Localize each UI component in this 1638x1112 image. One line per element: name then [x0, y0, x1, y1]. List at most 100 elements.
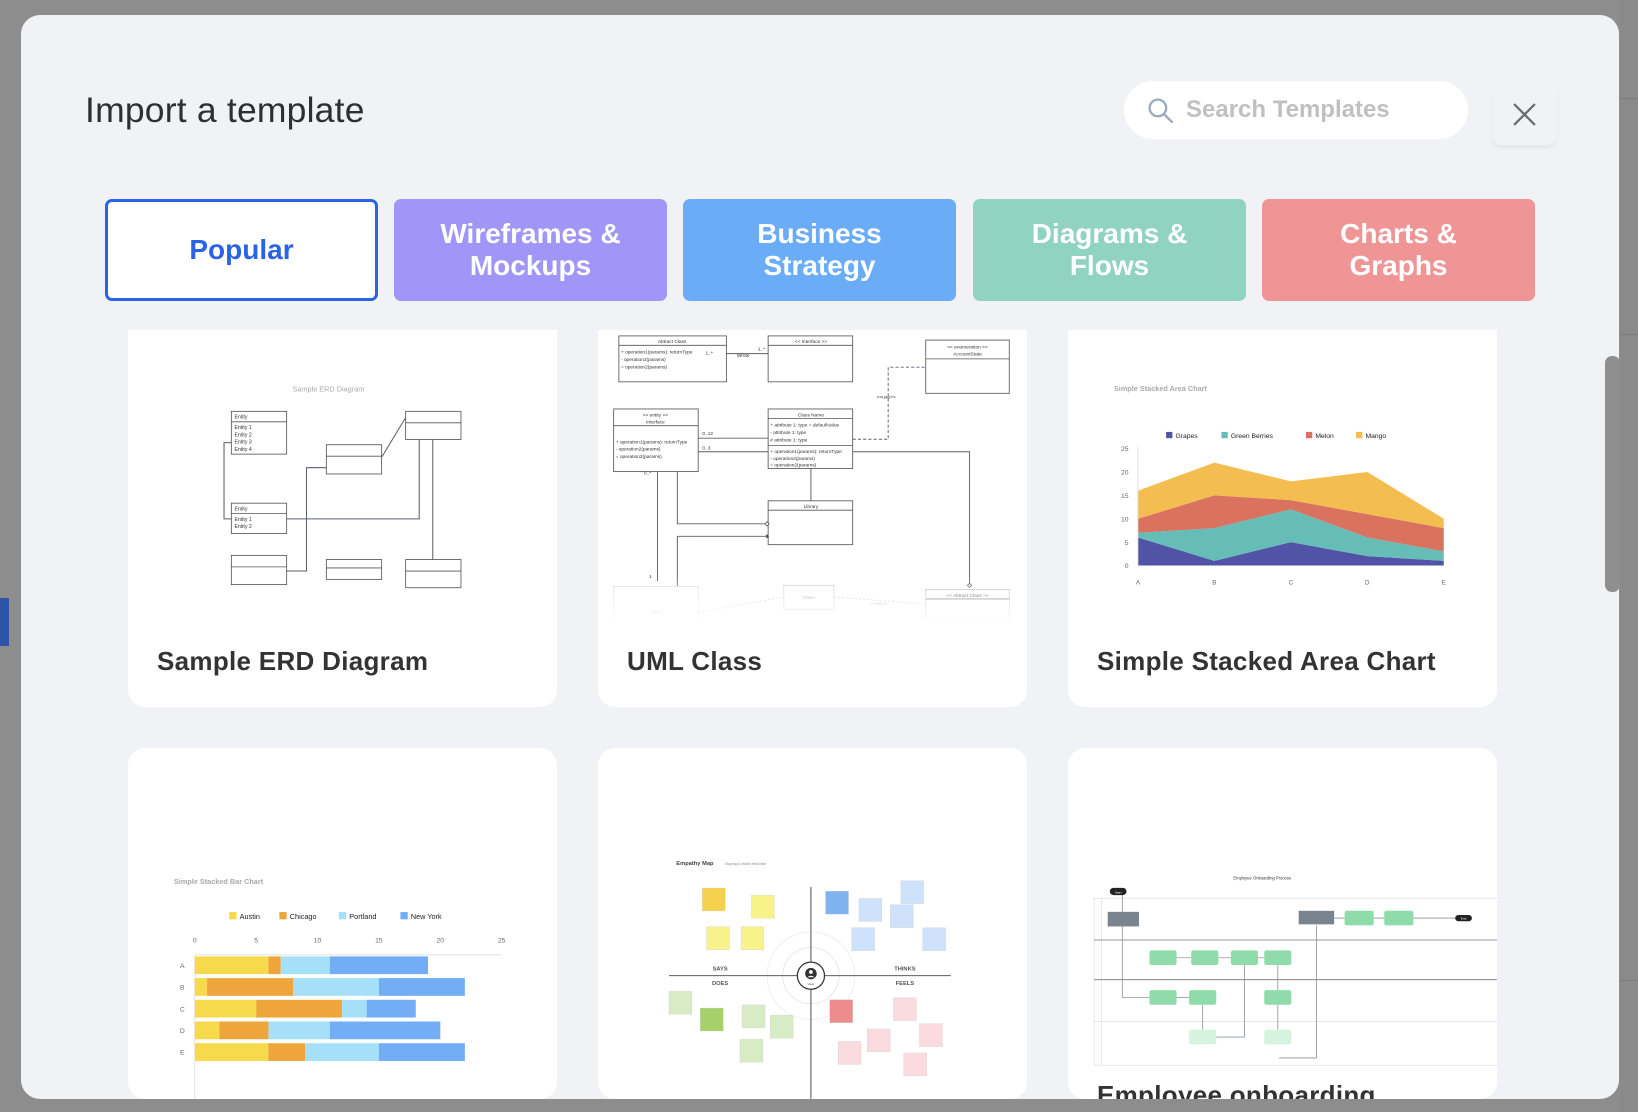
erd-text: Entity 2	[234, 524, 251, 530]
uml-text: - operation2(params)	[621, 357, 666, 363]
template-title: Simple Stacked Area Chart	[1097, 646, 1436, 676]
tab-diagrams-flows[interactable]: Diagrams & Flows	[973, 199, 1246, 301]
legend-label: Melon	[1315, 433, 1334, 440]
user-icon	[805, 967, 817, 980]
legend-label: Green Berries	[1231, 433, 1274, 440]
search-input[interactable]	[1184, 95, 1438, 125]
scrollbar-thumb[interactable]	[1605, 356, 1619, 592]
bar-segment-portland	[280, 956, 330, 975]
area-series-melon	[1137, 495, 1444, 552]
x-tick-label: 5	[254, 937, 258, 944]
area-series-green-berries	[1137, 509, 1444, 561]
uml-text: 1..*	[706, 351, 713, 357]
template-card-empathy-map[interactable]: Empathy Map Buying a child's first bike …	[598, 748, 1027, 1099]
erd-entity-box	[230, 410, 288, 455]
tab-label: Business Strategy	[757, 218, 882, 281]
template-title: Employee onboarding	[1097, 1080, 1376, 1099]
erd-entity-box	[325, 444, 383, 475]
end-label: End	[1461, 917, 1467, 921]
y-tick-label: E	[180, 1050, 185, 1057]
tab-business-strategy[interactable]: Business Strategy	[683, 199, 956, 301]
tab-wireframes-mockups[interactable]: Wireframes & Mockups	[394, 199, 667, 301]
uml-text: AccountState	[953, 352, 982, 358]
tab-charts-graphs[interactable]: Charts & Graphs	[1262, 199, 1535, 301]
uml-text: Library	[804, 504, 819, 510]
tab-popular[interactable]: Popular	[105, 199, 378, 301]
sticky-note	[740, 926, 765, 950]
bar-segment-portland	[342, 999, 367, 1018]
search-box[interactable]	[1124, 81, 1468, 139]
bar-segment-new-york	[366, 999, 416, 1018]
bar-segment-new-york	[329, 956, 429, 975]
x-tick-label: 15	[375, 937, 383, 944]
close-button[interactable]	[1492, 84, 1557, 145]
uml-text: << Interface >>	[795, 339, 828, 345]
sticky-note	[837, 1041, 862, 1065]
flow-step	[1344, 910, 1374, 926]
template-card-stacked-bar[interactable]: Simple Stacked Bar Chart Austin Chicago Po…	[128, 748, 557, 1099]
y-tick-label: 5	[1125, 540, 1129, 547]
sticky-note	[903, 1052, 927, 1077]
template-card-employee-onboarding[interactable]: Employee Onboarding Process Start End	[1068, 748, 1497, 1099]
bar-segment-chicago	[207, 978, 294, 996]
uml-text: Wrote	[737, 353, 750, 359]
bar-segment-chicago	[268, 1043, 306, 1061]
area-series-grapes	[1137, 537, 1444, 566]
y-tick-label: 0	[1125, 563, 1129, 570]
uml-class-box	[618, 335, 727, 383]
y-tick-label: D	[180, 1028, 185, 1035]
sticky-note	[741, 1004, 766, 1029]
flow-step	[1107, 911, 1140, 927]
legend-label: New York	[411, 912, 442, 921]
y-tick-label: C	[180, 1006, 185, 1013]
close-icon	[1513, 103, 1536, 126]
dialog-title: Import a template	[85, 90, 365, 130]
erd-entity-box	[405, 559, 462, 589]
legend-swatch	[1166, 431, 1173, 439]
flow-step	[1264, 950, 1292, 966]
sticky-note	[858, 898, 883, 922]
template-title: Sample ERD Diagram	[157, 646, 429, 676]
template-grid[interactable]: Sample ERD Diagram Entity Entity	[21, 330, 1619, 1099]
bar-segment-chicago	[256, 999, 343, 1018]
sticky-note	[867, 1028, 891, 1053]
template-card-stacked-area[interactable]: Simple Stacked Area Chart Grapes Green Be…	[1068, 330, 1497, 707]
y-tick-label: B	[180, 985, 185, 992]
bar-segment-new-york	[378, 1043, 465, 1061]
bar-segment-austin	[194, 956, 269, 975]
flow-step	[1384, 910, 1414, 926]
x-tick-label: 10	[314, 937, 322, 944]
preview-heading: Sample ERD Diagram	[293, 385, 365, 394]
legend-label: Portland	[349, 912, 376, 921]
x-tick-label: B	[1212, 579, 1216, 586]
quadrant-label: FEELS	[896, 981, 915, 987]
tab-label: Charts & Graphs	[1340, 218, 1457, 281]
flow-step	[1149, 990, 1177, 1005]
uml-text: = operation2(params)	[621, 364, 667, 370]
erd-entity-box	[325, 559, 383, 580]
tab-label: Diagrams & Flows	[1031, 218, 1188, 281]
start-label: Start	[1115, 891, 1122, 895]
uml-text: Class Name	[798, 412, 824, 418]
sticky-note	[900, 880, 924, 904]
uml-class-box	[925, 339, 1010, 394]
erd-text: Entity 1	[234, 425, 251, 431]
template-card-uml-class[interactable]: Abtract Class + operation1(params): retu…	[598, 330, 1027, 707]
sticky-note	[739, 1039, 764, 1063]
bar-segment-new-york	[329, 1021, 441, 1040]
divider	[1620, 980, 1638, 981]
uml-text: = operation2(params)	[616, 454, 662, 460]
uml-text: + operation1(params): returnType	[621, 350, 693, 356]
template-card-erd[interactable]: Sample ERD Diagram Entity Entity	[128, 330, 557, 707]
flow-step	[1149, 950, 1177, 966]
uml-text: = operation2(params)	[770, 462, 816, 468]
uml-text: - operation2(params)	[616, 447, 661, 453]
uml-class-box	[767, 408, 854, 469]
x-tick-label: D	[1365, 579, 1370, 586]
uml-text: 0..*	[644, 471, 651, 477]
sticky-note	[829, 999, 853, 1023]
erd-text: Entity 2	[234, 432, 251, 438]
legend-swatch	[400, 912, 408, 920]
legend-swatch	[338, 912, 347, 920]
